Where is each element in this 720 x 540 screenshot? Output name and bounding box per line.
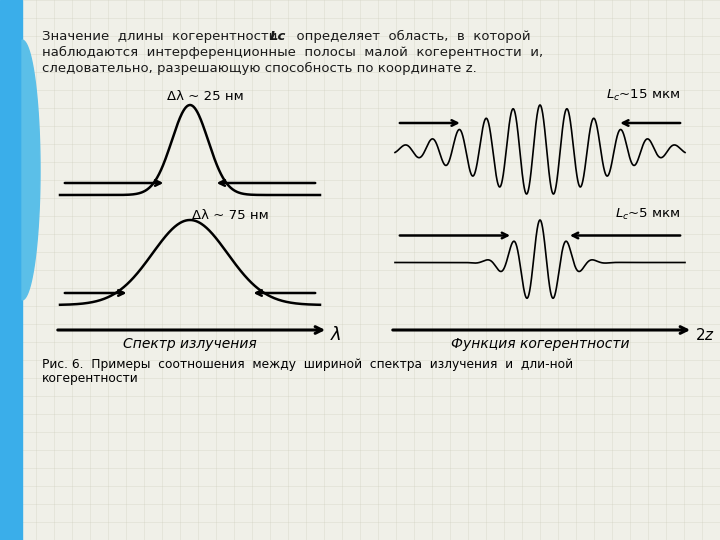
Polygon shape: [22, 40, 40, 300]
Text: $L_c$~5 мкм: $L_c$~5 мкм: [615, 207, 680, 222]
Text: Рис. 6.  Примеры  соотношения  между  шириной  спектра  излучения  и  дли-ной: Рис. 6. Примеры соотношения между ширино…: [42, 358, 573, 371]
Text: следовательно, разрешающую способность по координате z.: следовательно, разрешающую способность п…: [42, 62, 477, 75]
Text: Спектр излучения: Спектр излучения: [123, 337, 257, 351]
Text: Значение  длины  когерентности: Значение длины когерентности: [42, 30, 286, 43]
Text: Δλ ~ 25 нм: Δλ ~ 25 нм: [166, 90, 243, 103]
Text: Функция когерентности: Функция когерентности: [451, 337, 629, 351]
Text: $2z$: $2z$: [695, 327, 715, 343]
Text: $L_c$~15 мкм: $L_c$~15 мкм: [606, 88, 680, 103]
Text: наблюдаются  интерференционные  полосы  малой  когерентности  и,: наблюдаются интерференционные полосы мал…: [42, 46, 543, 59]
Text: определяет  область,  в  которой: определяет область, в которой: [288, 30, 531, 43]
Text: Lc: Lc: [270, 30, 287, 43]
Text: Δλ ~ 75 нм: Δλ ~ 75 нм: [192, 209, 269, 222]
Text: когерентности: когерентности: [42, 372, 139, 385]
Text: $\lambda$: $\lambda$: [330, 326, 341, 344]
Polygon shape: [0, 0, 22, 540]
